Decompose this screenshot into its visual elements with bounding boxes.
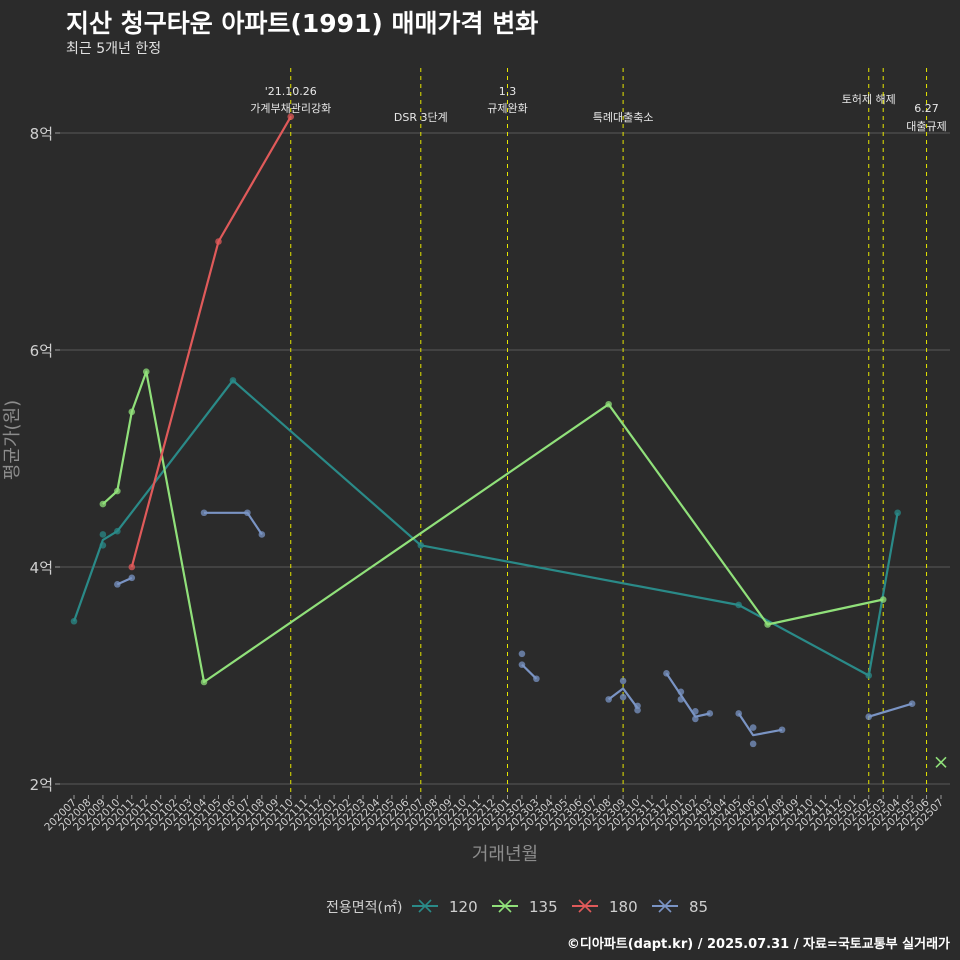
event-annotation: 규제완화 bbox=[487, 102, 527, 115]
legend-label: 120 bbox=[449, 898, 478, 916]
data-point-120 bbox=[735, 601, 742, 609]
event-annotation: DSR 3단계 bbox=[394, 111, 448, 124]
y-tick-label: 6억 bbox=[30, 342, 53, 360]
data-point-85 bbox=[908, 700, 916, 708]
legend-label: 180 bbox=[609, 898, 638, 916]
legend-item-120: 120 bbox=[412, 898, 478, 916]
event-annotation: 특례대출축소 bbox=[593, 111, 654, 124]
data-point-135 bbox=[764, 621, 771, 628]
data-point-85 bbox=[677, 688, 685, 696]
data-point-120 bbox=[99, 542, 107, 549]
series-line-135 bbox=[102, 370, 884, 684]
data-point-85 bbox=[677, 696, 685, 703]
data-point-85 bbox=[692, 715, 699, 723]
data-point-135 bbox=[200, 678, 208, 686]
legend-key-mark bbox=[418, 899, 432, 913]
event-annotation: 1.3 bbox=[499, 85, 517, 98]
data-point-120 bbox=[894, 509, 901, 517]
data-point-85 bbox=[749, 740, 757, 748]
data-point-85 bbox=[518, 661, 526, 668]
y-axis-title: 평균가(원) bbox=[2, 400, 23, 480]
data-point-85 bbox=[605, 696, 612, 703]
data-point-180 bbox=[128, 563, 136, 571]
data-point-135 bbox=[879, 596, 887, 603]
data-point-135 bbox=[605, 400, 612, 408]
series-line-85 bbox=[737, 712, 783, 737]
data-point-120 bbox=[114, 527, 121, 535]
event-annotation: 대출규제 bbox=[906, 120, 946, 133]
data-point-85 bbox=[244, 509, 251, 517]
data-point-85 bbox=[128, 574, 136, 582]
data-point-135 bbox=[99, 500, 107, 508]
y-tick-label: 8억 bbox=[30, 125, 53, 143]
marker-cross-135 bbox=[935, 756, 947, 768]
data-point-120 bbox=[70, 617, 78, 625]
marker-stroke bbox=[935, 756, 947, 768]
legend-item-180: 180 bbox=[572, 898, 638, 916]
data-point-85 bbox=[533, 675, 540, 683]
event-annotation: 가계부채관리강화 bbox=[250, 102, 331, 115]
data-point-135 bbox=[114, 487, 121, 495]
legend-item-85: 85 bbox=[652, 898, 708, 916]
data-point-85 bbox=[735, 710, 742, 717]
data-point-120 bbox=[865, 672, 873, 679]
data-point-85 bbox=[634, 706, 641, 714]
x-axis-title: 거래년월 bbox=[472, 844, 538, 865]
data-point-85 bbox=[749, 724, 757, 731]
data-point-85 bbox=[619, 693, 627, 701]
data-point-85 bbox=[114, 581, 121, 588]
series-line-120 bbox=[72, 379, 899, 677]
data-point-85 bbox=[619, 677, 627, 685]
data-point-120 bbox=[99, 531, 107, 538]
event-annotation: 토허제 해제 bbox=[842, 92, 896, 106]
legend-key-mark bbox=[498, 899, 512, 913]
data-point-85 bbox=[200, 509, 208, 517]
data-point-135 bbox=[142, 368, 150, 376]
data-point-135 bbox=[128, 408, 136, 416]
legend-label: 85 bbox=[689, 898, 708, 916]
series-line-85 bbox=[204, 511, 263, 536]
data-point-85 bbox=[865, 713, 873, 721]
series-line-85 bbox=[665, 672, 711, 718]
series-line-85 bbox=[521, 663, 538, 680]
y-tick-label: 4억 bbox=[30, 559, 53, 577]
data-point-85 bbox=[518, 650, 526, 658]
event-annotation: '21.10.26 bbox=[265, 85, 317, 98]
legend-item-135: 135 bbox=[492, 898, 558, 916]
data-point-85 bbox=[778, 726, 786, 734]
data-point-85 bbox=[258, 531, 266, 538]
series-line-85 bbox=[607, 687, 639, 709]
data-point-120 bbox=[229, 377, 237, 384]
legend-key-mark bbox=[578, 899, 592, 913]
data-point-85 bbox=[706, 710, 714, 717]
event-annotation: 6.27 bbox=[914, 102, 939, 115]
data-point-180 bbox=[215, 238, 222, 245]
legend-title: 전용면적(㎡) bbox=[326, 900, 402, 916]
data-point-120 bbox=[417, 542, 425, 549]
chart-title: 지산 청구타운 아파트(1991) 매매가격 변화 bbox=[66, 9, 539, 38]
data-point-85 bbox=[692, 708, 699, 715]
data-point-85 bbox=[663, 670, 670, 677]
series-line-85 bbox=[868, 702, 913, 718]
legend-key-mark bbox=[658, 899, 672, 913]
y-tick-label: 2억 bbox=[30, 776, 53, 794]
data-point-180 bbox=[287, 113, 295, 121]
legend-label: 135 bbox=[529, 898, 558, 916]
source-credit: ©디아파트(dapt.kr) / 2025.07.31 / 자료=국토교통부 실… bbox=[566, 937, 950, 952]
chart-subtitle: 최근 5개년 한정 bbox=[66, 41, 162, 57]
series-line-180 bbox=[130, 116, 292, 568]
